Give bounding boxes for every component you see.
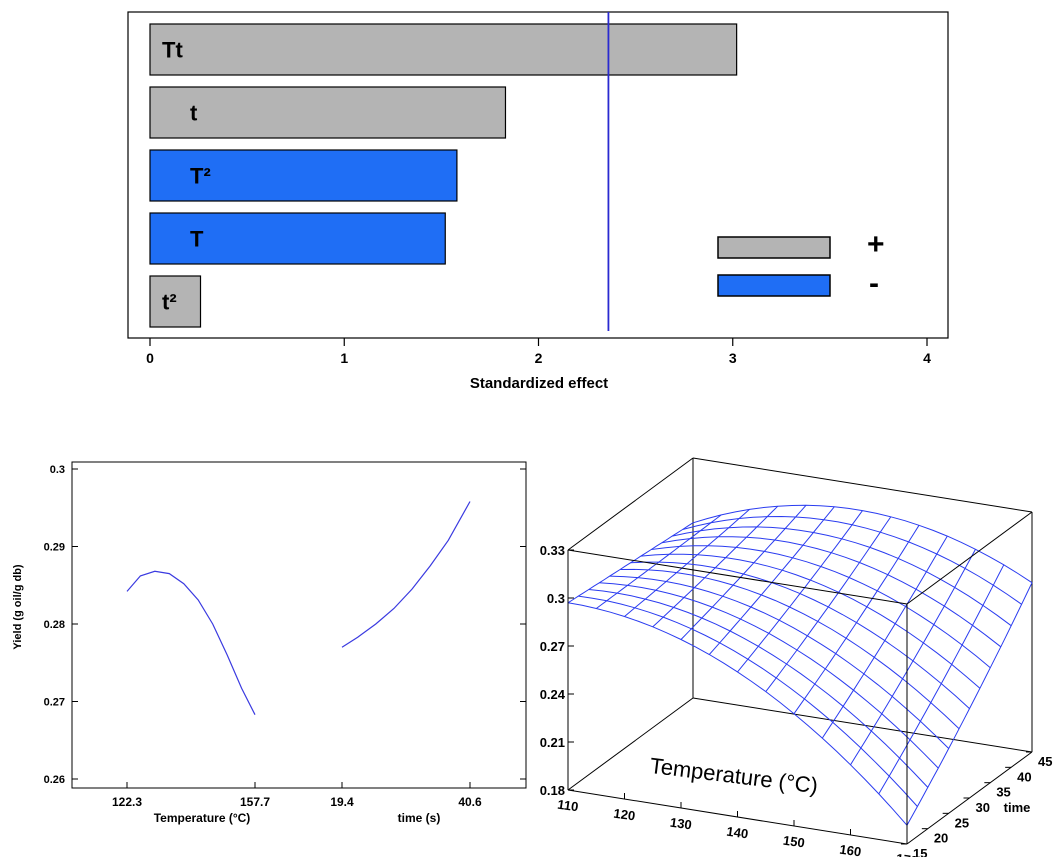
surface-grid-line	[672, 526, 1012, 627]
pareto-bar	[149, 212, 446, 265]
surface-ztick-label: 0.21	[540, 735, 565, 750]
pareto-chart: Tt t T² Tt² 0 1 2 3 4 Standardized effect + -	[127, 11, 949, 392]
effects-ytick-label: 0.28	[44, 619, 65, 631]
time-effect-line	[341, 501, 471, 648]
surface-ytick-label: 25	[955, 815, 969, 830]
pareto-bar	[149, 275, 202, 328]
pareto-bar-label: t	[190, 101, 198, 126]
main-effects-chart: 0.3 0.29 0.28 0.27 0.26 122.3 157.7 19.4 40.6 Yi…	[12, 461, 527, 825]
surface-grid-line	[620, 568, 960, 730]
surface-grid-line	[708, 506, 835, 655]
surface-ztick-label: 0.18	[540, 783, 565, 798]
effects-xtick-label: 19.4	[330, 795, 354, 809]
pareto-bar	[149, 86, 507, 139]
surface-ytick-label: 30	[976, 800, 990, 815]
pareto-legend: + -	[717, 228, 885, 300]
pareto-bar	[149, 149, 458, 202]
pareto-xlabel: Standardized effect	[470, 375, 608, 392]
effects-xtick-label: 40.6	[458, 795, 482, 809]
surface-mesh	[567, 504, 1033, 826]
pareto-tick-label: 0	[146, 350, 154, 366]
temperature-effect-line	[126, 570, 256, 715]
surface-grid-line	[624, 509, 750, 617]
surface-ztick-label: 0.24	[540, 687, 566, 702]
surface-xtick-label: 170	[895, 851, 919, 857]
surface-grid-line	[661, 536, 1002, 648]
surface-xtick-label: 110	[556, 797, 579, 815]
surface-xtick-label: 120	[613, 806, 637, 824]
surface-grid-line	[737, 510, 863, 673]
effects-xlabel-time: time (s)	[398, 811, 441, 825]
effects-xtick-label: 122.3	[112, 795, 142, 809]
pareto-bar	[149, 23, 738, 76]
surface-grid-line	[682, 515, 1022, 605]
surface-grid-line	[599, 582, 939, 769]
pareto-bar-label: T²	[190, 164, 211, 189]
surface-grid-line	[878, 564, 1005, 795]
effects-xtick-label: 157.7	[240, 795, 270, 809]
surface-xtick-label: 160	[839, 842, 863, 857]
pareto-bar-label: T	[190, 227, 204, 252]
surface-ytick-label: 15	[913, 846, 927, 857]
pareto-tick-label: 4	[923, 350, 931, 366]
surface-grid-line	[609, 575, 950, 749]
surface-grid-line	[630, 561, 970, 709]
surface-grid-line	[640, 553, 981, 689]
surface-grid-line	[567, 602, 908, 826]
pareto-tick-label: 3	[729, 350, 737, 366]
effects-ytick-label: 0.29	[44, 542, 65, 554]
surface-ylabel: time	[1004, 800, 1031, 815]
surface-ytick-label: 40	[1017, 769, 1031, 784]
pareto-tick-label: 1	[340, 350, 348, 366]
effects-ytick-label: 0.27	[44, 697, 65, 709]
legend-swatch-positive	[717, 236, 831, 259]
effects-ytick-label: 0.26	[44, 774, 65, 786]
surface-xtick-label: 150	[782, 833, 806, 851]
effects-xlabel-temperature: Temperature (°C)	[154, 811, 251, 825]
pareto-bar-label: Tt	[162, 38, 183, 63]
surface-grid-line	[692, 504, 1033, 584]
surface-xtick-label: 140	[726, 824, 750, 842]
surface-ztick-label: 0.33	[540, 543, 565, 558]
surface-box-back	[567, 457, 1033, 791]
surface-ztick-label: 0.3	[547, 591, 565, 606]
surface-grid-line	[821, 535, 948, 739]
effects-ylabel: Yield (g oil/g db)	[12, 564, 24, 649]
pareto-tick-label: 2	[535, 350, 543, 366]
legend-label-negative: -	[869, 267, 879, 300]
surface-grid-line	[651, 545, 991, 669]
surface-ztick-label: 0.27	[540, 639, 565, 654]
effects-ytick-label: 0.3	[50, 464, 65, 476]
surface-ytick-label: 20	[934, 831, 948, 846]
legend-label-positive: +	[867, 228, 885, 261]
surface-xlabel: Temperature (°C)	[649, 753, 820, 798]
surface-xtick-label: 130	[669, 815, 693, 833]
surface-ytick-label: 35	[996, 785, 1010, 800]
surface-grid-line	[588, 589, 929, 788]
effects-plot-frame	[71, 461, 527, 789]
legend-swatch-negative	[717, 274, 831, 297]
surface-ytick-label: 45	[1038, 754, 1052, 769]
pareto-bar-label: t²	[162, 290, 177, 315]
surface-grid-line	[578, 595, 918, 807]
